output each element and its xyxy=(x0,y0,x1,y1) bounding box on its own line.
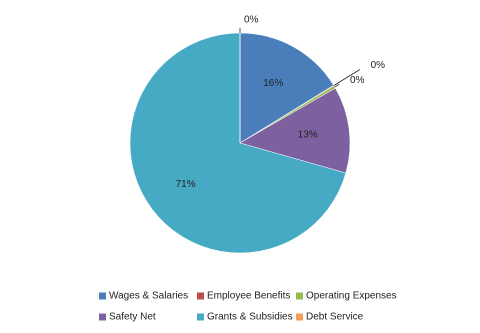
legend-label: Wages & Salaries xyxy=(109,291,188,302)
legend-label: Grants & Subsidies xyxy=(207,312,293,323)
legend-swatch xyxy=(296,313,303,321)
data-label: 0% xyxy=(371,60,386,71)
leader-line xyxy=(334,84,340,88)
legend-label: Employee Benefits xyxy=(207,291,290,302)
data-label: 71% xyxy=(176,179,196,190)
data-label: 0% xyxy=(350,75,365,86)
legend-swatch xyxy=(296,292,303,300)
pie-slice xyxy=(239,32,334,144)
pie-slice xyxy=(129,32,347,254)
legend-swatch xyxy=(99,292,106,300)
data-label: 0% xyxy=(244,14,259,25)
legend-swatch xyxy=(197,292,204,300)
data-label: 13% xyxy=(298,129,318,140)
pie-slice xyxy=(239,87,351,174)
pie: 16% 0% 0% 13% 71% 0% xyxy=(129,14,386,254)
legend-label: Operating Expenses xyxy=(306,291,397,302)
legend-label: Safety Net xyxy=(109,312,156,323)
data-label: 16% xyxy=(263,78,283,89)
legend-label: Debt Service xyxy=(306,312,364,323)
legend-swatch xyxy=(99,313,106,321)
legend-swatch xyxy=(197,313,204,321)
legend: Wages & Salaries Employee Benefits Operati… xyxy=(99,291,397,323)
leader-line xyxy=(333,69,360,86)
